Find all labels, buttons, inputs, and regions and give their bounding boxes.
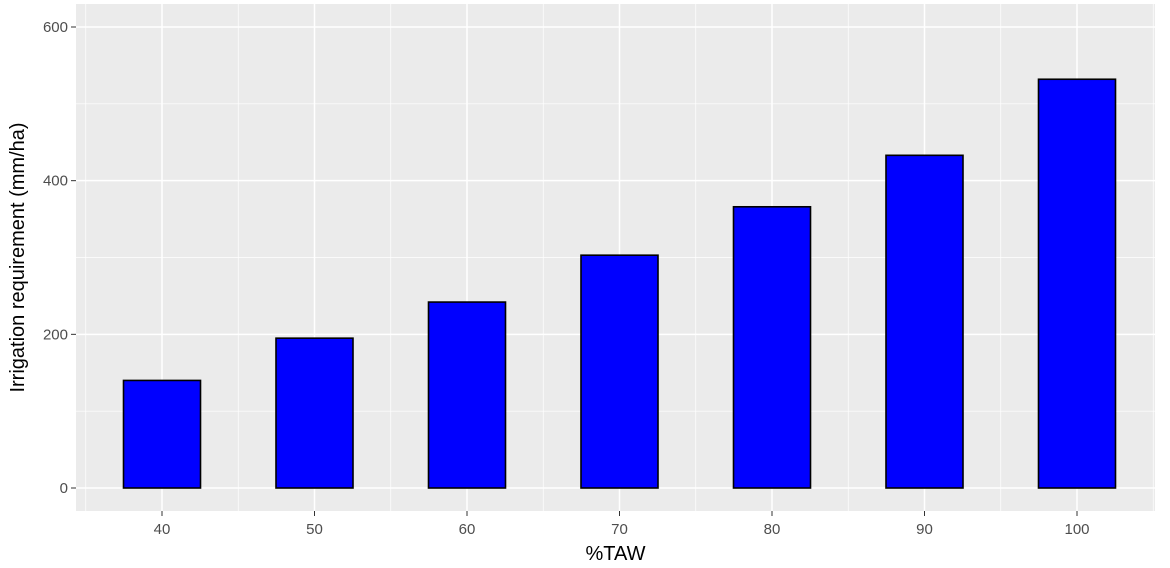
x-tick-label: 70 <box>611 521 628 538</box>
bar-60 <box>427 301 507 489</box>
x-tick-label: 100 <box>1064 521 1089 538</box>
bar-90 <box>885 154 964 489</box>
x-axis-ticks: 40 50 60 70 80 90 100 <box>154 511 1090 538</box>
y-tick-label: 400 <box>43 173 68 190</box>
bar-70 <box>580 254 659 489</box>
bar-100 <box>1037 78 1117 489</box>
x-tick-label: 40 <box>154 521 171 538</box>
y-axis-ticks: 0 200 400 600 <box>43 19 76 497</box>
x-tick-label: 50 <box>306 521 323 538</box>
bars <box>122 78 1117 489</box>
bar-40 <box>122 379 202 489</box>
bar-80 <box>732 205 812 489</box>
x-tick-label: 80 <box>764 521 781 538</box>
x-tick-label: 60 <box>459 521 476 538</box>
x-axis-title: %TAW <box>586 543 646 565</box>
bar-50 <box>275 337 354 489</box>
y-tick-label: 200 <box>43 326 68 343</box>
y-tick-label: 0 <box>60 480 68 497</box>
y-axis-title: Irrigation requirement (mm/ha) <box>7 122 29 392</box>
x-tick-label: 90 <box>916 521 933 538</box>
y-tick-label: 600 <box>43 19 68 36</box>
